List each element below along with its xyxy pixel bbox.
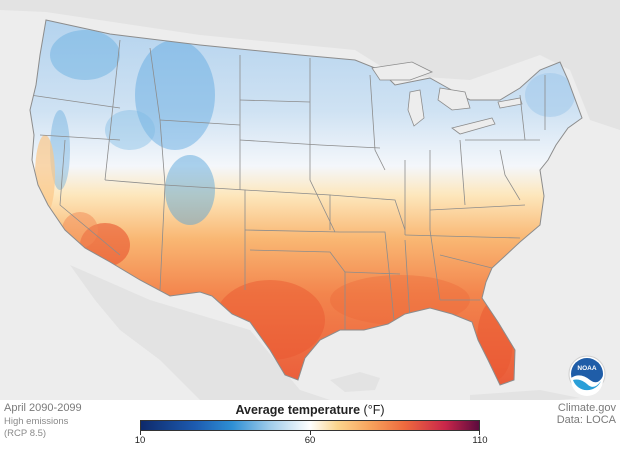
noaa-logo-text: NOAA	[577, 365, 596, 372]
legend-min-label: 10	[134, 435, 146, 446]
color-scale-bar	[140, 420, 480, 431]
legend-unit: (°F)	[363, 403, 385, 417]
temperature-map: NOAA	[0, 0, 620, 400]
legend-tick-mid	[310, 431, 311, 435]
legend-tick-min	[140, 431, 141, 435]
data-credit: Data: LOCA	[556, 414, 616, 426]
footer: April 2090-2099 High emissions (RCP 8.5)…	[0, 400, 620, 450]
legend-max-label: 110	[472, 435, 488, 446]
scenario-label: High emissions	[4, 416, 69, 427]
legend-title-text: Average temperature	[235, 403, 361, 417]
time-period-label: April 2090-2099	[4, 402, 82, 414]
us-temperature-map-svg: NOAA	[29, 19, 606, 396]
legend-mid-label: 60	[304, 435, 316, 446]
noaa-logo: NOAA	[568, 355, 606, 396]
legend-title: Average temperature (°F)	[140, 403, 480, 417]
source-credit: Climate.gov	[557, 402, 616, 414]
rcp-label: (RCP 8.5)	[4, 428, 47, 439]
legend-tick-max	[479, 431, 480, 435]
